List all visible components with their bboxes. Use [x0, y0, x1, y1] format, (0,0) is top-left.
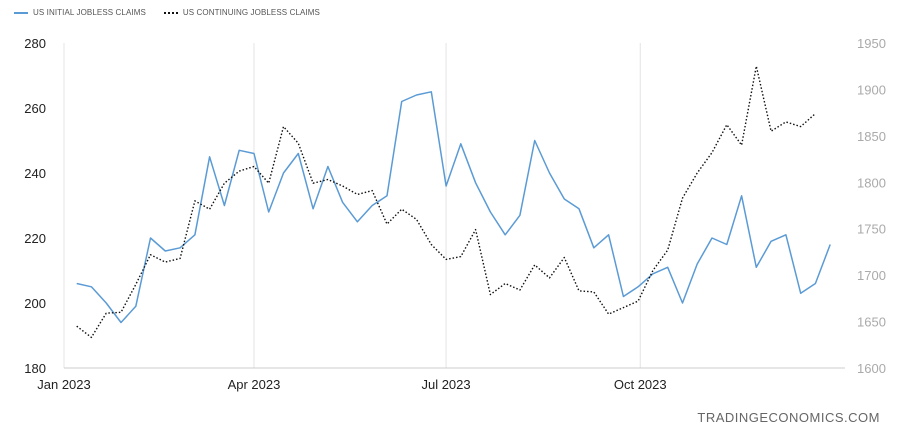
y-right-tick-label: 1600 [857, 361, 886, 376]
series-line-initial-claims [76, 91, 831, 324]
legend-item-continuing-claims[interactable]: US CONTINUING JOBLESS CLAIMS [163, 8, 320, 17]
chart-legend: US INITIAL JOBLESS CLAIMS US CONTINUING … [14, 8, 320, 17]
x-tick-label: Apr 2023 [228, 377, 281, 392]
y-right-tick-label: 1950 [857, 36, 886, 51]
watermark: TRADINGECONOMICS.COM [697, 410, 880, 425]
y-left-tick-label: 280 [24, 36, 46, 51]
x-tick-label: Jan 2023 [37, 377, 91, 392]
plot-area [76, 65, 831, 339]
legend-label-initial-claims: US INITIAL JOBLESS CLAIMS [33, 8, 146, 17]
y-right-tick-label: 1850 [857, 129, 886, 144]
y-right-tick-label: 1700 [857, 268, 886, 283]
y-left-tick-label: 260 [24, 101, 46, 116]
grid-lines [63, 43, 845, 369]
series-line-continuing-claims [76, 65, 816, 339]
y-left-tick-label: 240 [24, 166, 46, 181]
y-right-tick-label: 1900 [857, 82, 886, 97]
legend-swatch-solid [14, 11, 28, 14]
legend-label-continuing-claims: US CONTINUING JOBLESS CLAIMS [182, 8, 320, 17]
y-left-tick-label: 200 [24, 296, 46, 311]
legend-swatch-dotted [163, 11, 178, 14]
legend-item-initial-claims[interactable]: US INITIAL JOBLESS CLAIMS [14, 8, 146, 17]
y-left-tick-label: 220 [24, 231, 46, 246]
x-tick-label: Oct 2023 [614, 377, 667, 392]
y-right-tick-label: 1650 [857, 315, 886, 330]
y-left-tick-label: 180 [24, 361, 46, 376]
y-right-tick-label: 1750 [857, 222, 886, 237]
x-tick-label: Jul 2023 [421, 377, 470, 392]
y-right-tick-label: 1800 [857, 175, 886, 190]
axes: Jan 2023 Apr 2023 Jul 2023 Oct 2023 180 200 22… [24, 36, 886, 392]
